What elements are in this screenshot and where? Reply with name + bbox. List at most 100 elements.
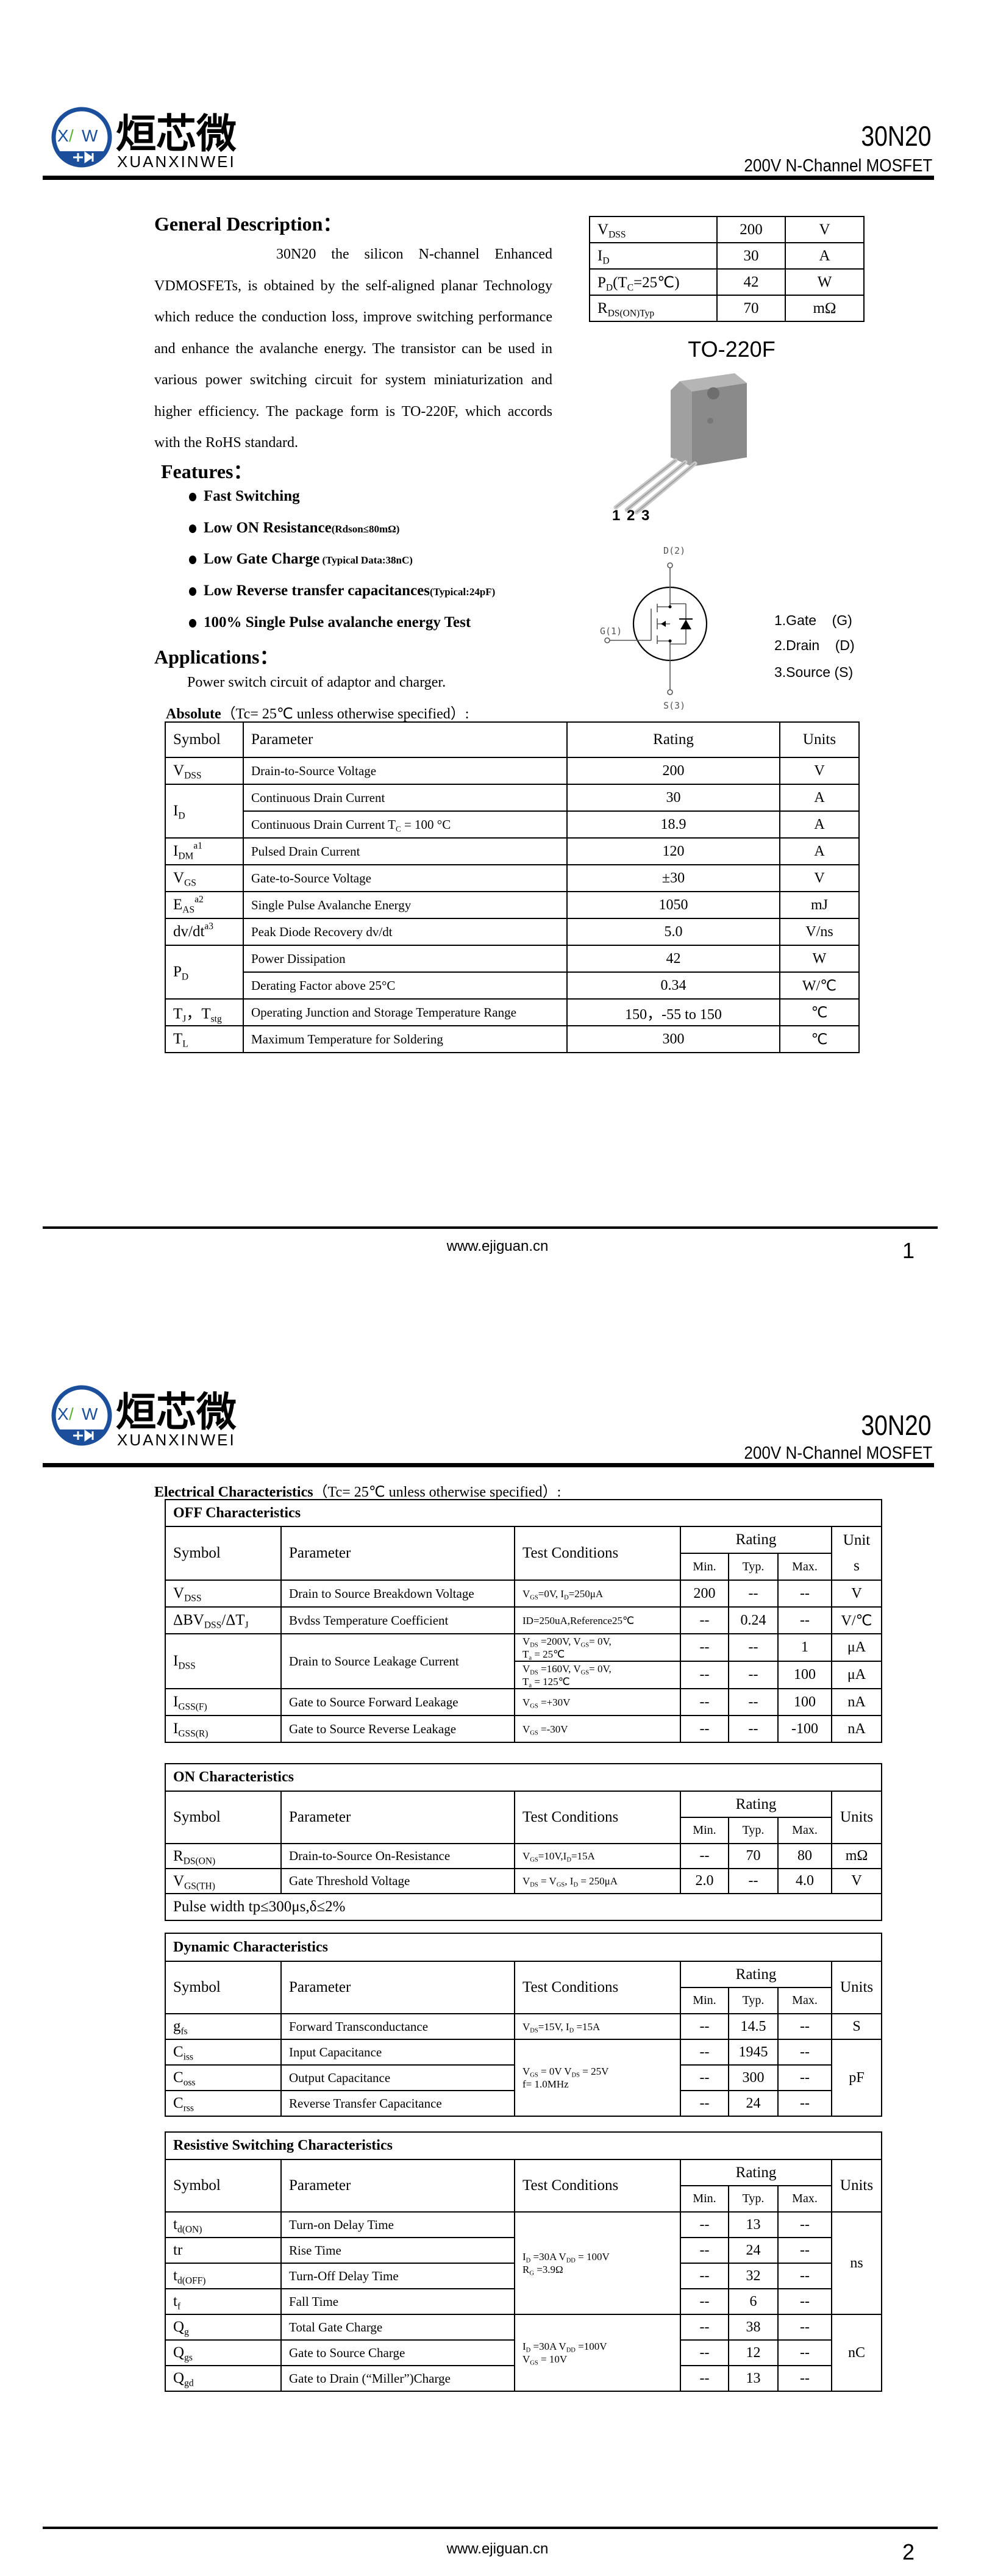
symbol-cell: gfs [165,2013,282,2040]
unit-cell: A [779,784,860,812]
spec-unit: mΩ [785,295,865,322]
section-title-row: Dynamic Characteristics [164,1933,883,1962]
header-rating: Rating [680,1791,832,1818]
applications-text: Power switch circuit of adaptor and char… [187,674,446,690]
header-rating: Rating [566,721,780,758]
pin-numbers: 1 2 3 [612,507,650,524]
max-cell: -- [777,2013,832,2040]
typ-cell: 24 [728,2237,779,2264]
test-condition-cell: VGS =+30V [514,1688,681,1716]
pin-legend-source: 3.Source (S) [774,664,854,680]
header-min: Min. [680,1987,729,2014]
header-test-conditions: Test Conditions [514,1791,681,1844]
pin-legend-drain: 2.Drain (D) [774,637,855,653]
symbol-cell: TJ，Tstg [165,998,244,1026]
header-max: Max. [777,2185,832,2213]
min-cell: -- [680,2013,729,2040]
table-row: VDS =160V, VGS= 0V, Ta = 125℃ -- -- 100 μA [165,1661,883,1689]
test-condition-cell: ID =30A VDD =100V VGS = 10V [514,2314,681,2392]
bullet-icon [189,524,196,534]
table-row: Qgs Gate to Source Charge -- 12 -- [165,2339,882,2366]
symbol-cell: ΔBVDSS/ΔTJ [165,1606,282,1634]
rating-cell: ±30 [566,864,780,892]
parameter-cell: Turn-Off Delay Time [280,2263,515,2289]
unit-cell: mΩ [830,1843,883,1869]
symbol-cell: VGS [165,864,244,892]
max-cell: 1 [777,1633,832,1662]
max-cell: -- [777,2064,832,2091]
header-parameter: Parameter [280,1791,515,1844]
svg-text:/: / [69,126,74,145]
feature-item: Low Reverse transfer capacitances(Typica… [189,582,495,599]
company-logo: X / W 烜芯微 XUANXINWEI [51,107,237,171]
unit-cell: V [779,864,860,892]
symbol-cell: td(ON) [165,2211,282,2238]
svg-text:X: X [57,126,69,145]
unit-cell: V [779,757,860,785]
min-cell: 2.0 [680,1868,729,1894]
symbol-cell: PD [165,945,244,1000]
header-symbol: Symbol [165,1791,282,1844]
table-row: Crss Reverse Transfer Capacitance -- 24 -- [165,2090,882,2117]
source-label: S(3) [663,700,685,711]
spec-symbol: VDSS [589,216,718,243]
symbol-cell: IGSS(R) [165,1715,282,1743]
spec-symbol: PD(TC=25℃) [589,268,718,296]
typ-cell: -- [728,1580,779,1608]
parameter-cell: Continuous Drain Current TC = 100 °C [243,810,568,839]
header-symbol: Symbol [165,1961,282,2014]
bullet-icon [189,556,196,565]
unit-cell: nA [830,1688,883,1716]
parameter-cell: Gate to Source Charge [280,2339,515,2366]
unit-cell: μA [830,1661,883,1689]
min-cell: -- [680,1633,729,1662]
max-cell: -- [777,2039,832,2066]
symbol-cell: VGS(TH) [165,1868,282,1894]
spec-row: RDS(ON)Typ 70 mΩ [589,295,865,322]
parameter-cell: Continuous Drain Current [243,784,568,812]
unit-cell: A [779,810,860,839]
symbol-cell: IGSS(F) [165,1688,282,1716]
header-rating: Rating [680,2159,832,2186]
parameter-cell: Maximum Temperature for Soldering [243,1025,568,1053]
table-header-row: Symbol Parameter Test Conditions Rating Unit… [165,1791,883,1844]
parameter-cell: Total Gate Charge [280,2314,515,2341]
min-cell: -- [680,2314,729,2341]
header-symbol: Symbol [165,721,244,758]
off-characteristics-table: OFF Characteristics Symbol Parameter Test C… [164,1499,883,1743]
parameter-cell: Reverse Transfer Capacitance [280,2090,515,2117]
table-row: td(ON) Turn-on Delay Time ID =30A VDD = 10… [165,2211,882,2315]
feature-item: Low Gate Charge (Typical Data:38nC) [189,551,413,568]
max-cell: -- [777,2365,832,2392]
table-subheader-row: Min. Typ. Max. [165,1987,882,2014]
absolute-ratings-table: Symbol Parameter Rating Units VDSS Drain-to-S… [165,721,860,1053]
typ-cell: 70 [728,1843,779,1869]
typ-cell: -- [728,1688,779,1716]
parameter-cell: Pulsed Drain Current [243,837,568,865]
svg-text:烜芯微: 烜芯微 [116,1389,237,1436]
test-condition-cell: ID =30A VDD = 100V RG =3.9Ω [514,2211,681,2315]
mosfet-schematic: D(2) G(1) S(3) [600,545,708,711]
table-row: VDSS Drain-to-Source Voltage 200 V [165,757,860,785]
applications-heading: Applications： [154,646,279,668]
table-note: Pulse width tp≤300μs,δ≤2% [164,1893,883,1921]
header-units: Units [831,2159,882,2213]
min-cell: -- [680,2263,729,2289]
test-condition-cell: ID=250uA,Reference25℃ [514,1606,681,1634]
min-cell: -- [680,1606,729,1634]
parameter-cell: Rise Time [280,2237,515,2264]
header-typ: Typ. [728,1817,779,1844]
feature-note: (Typical Data:38nC) [319,554,413,566]
typ-cell: -- [728,1868,779,1894]
test-condition-cell: VGS =-30V [514,1715,681,1743]
max-cell: 100 [777,1688,832,1716]
max-cell: -- [777,1580,832,1608]
parameter-cell: Gate to Source Reverse Leakage [280,1715,515,1743]
header-min: Min. [680,1817,729,1844]
rating-cell: 30 [566,784,780,812]
symbol-cell: tr [165,2237,282,2264]
table-row: td(OFF) Turn-Off Delay Time -- 32 -- [165,2263,882,2289]
unit-cell: V/℃ [830,1606,883,1634]
symbol-cell: Ciss [165,2039,282,2066]
test-condition-cell: VDS =200V, VGS= 0V, Ta = 25℃ [514,1633,681,1662]
